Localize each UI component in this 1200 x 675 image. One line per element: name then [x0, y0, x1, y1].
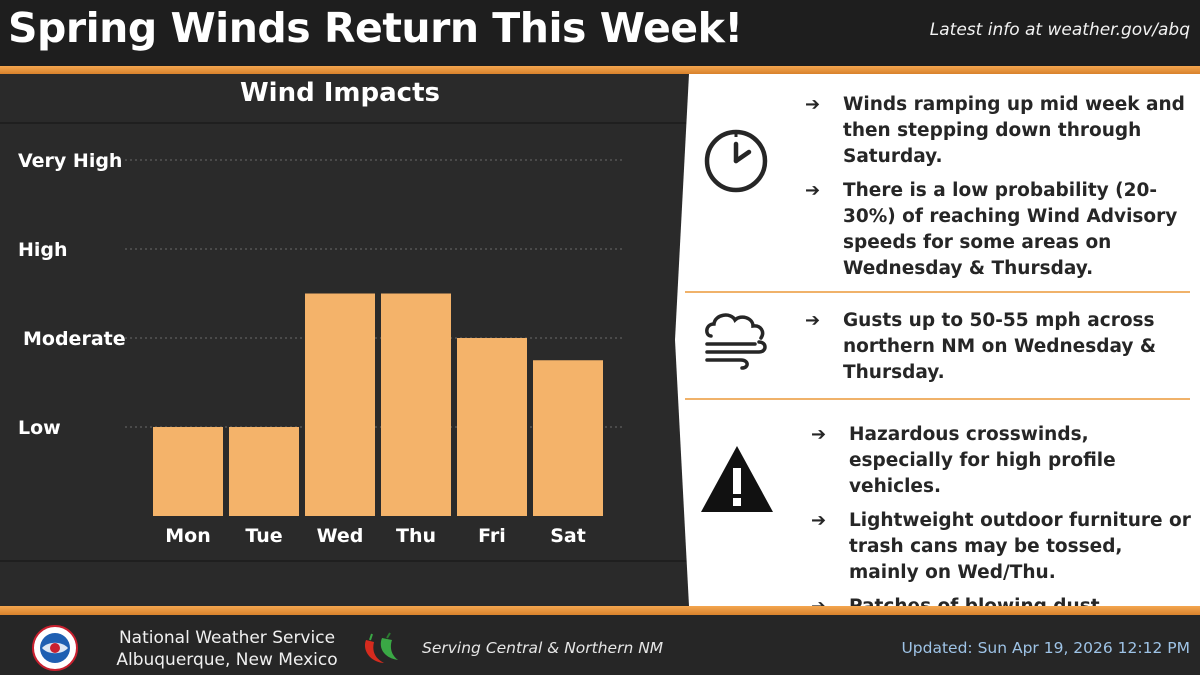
bullet-item: ➔ There is a low probability (20-30%) of … — [805, 180, 1178, 279]
clock-icon — [703, 128, 769, 194]
office-line-2: Albuquerque, New Mexico — [116, 650, 338, 670]
section-divider — [685, 398, 1190, 400]
chart-title: Wind Impacts — [239, 78, 440, 108]
bar-mon — [153, 427, 223, 516]
info-panel: ➔ Winds ramping up mid week and then step… — [675, 74, 1200, 606]
arrow-icon: ➔ — [805, 180, 821, 201]
updated-timestamp: Updated: Sun Apr 19, 2026 12:12 PM — [901, 639, 1190, 657]
nws-logo — [32, 625, 78, 671]
bar-thu — [381, 293, 451, 516]
bullet-item: ➔ Hazardous crosswinds, especially for hi… — [811, 424, 1116, 497]
section-1-bullets: ➔ Winds ramping up mid week and then step… — [805, 92, 1185, 290]
bullet-item: ➔ Lightweight outdoor furniture or trash … — [811, 510, 1191, 583]
bullet-item: ➔ Winds ramping up mid week and then step… — [805, 94, 1185, 167]
x-tick-label: Fri — [478, 525, 506, 547]
bar-tue — [229, 427, 299, 516]
footer-bar: National Weather Service Albuquerque, Ne… — [0, 615, 1200, 675]
x-tick-label: Mon — [165, 525, 211, 547]
y-level-label: Moderate — [23, 328, 126, 350]
bar-fri — [457, 338, 527, 516]
arrow-icon: ➔ — [811, 424, 827, 445]
section-3-bullets: ➔ Hazardous crosswinds, especially for hi… — [811, 422, 1191, 606]
bar-wed — [305, 293, 375, 516]
chile-pepper-icon — [360, 632, 404, 666]
wind-cloud-icon — [701, 310, 771, 372]
warning-icon — [699, 444, 775, 514]
arrow-icon: ➔ — [805, 94, 821, 115]
arrow-icon: ➔ — [811, 510, 827, 531]
x-tick-label: Sat — [550, 525, 586, 547]
wind-impacts-chart: Low Moderate High Very High Mon Tue Wed Thu Fri S… — [18, 150, 622, 547]
y-level-label: Very High — [18, 150, 122, 172]
accent-bar-top — [0, 66, 1200, 74]
x-tick-label: Thu — [396, 525, 436, 547]
accent-bar-bottom — [0, 606, 1200, 615]
arrow-icon: ➔ — [811, 594, 826, 606]
header-bar: Spring Winds Return This Week! Latest in… — [0, 0, 1200, 66]
bar-sat — [533, 360, 603, 516]
section-divider — [685, 291, 1190, 293]
bullet-item: ➔ Gusts up to 50-55 mph across northern N… — [805, 310, 1157, 383]
bullet-item: ➔Patches of blowing dust Wed/Thu. — [811, 594, 1191, 606]
page-title: Spring Winds Return This Week! — [8, 4, 743, 52]
office-name: National Weather Service Albuquerque, Ne… — [102, 627, 352, 671]
arrow-icon: ➔ — [805, 310, 821, 331]
x-tick-label: Tue — [245, 525, 282, 547]
latest-info-link[interactable]: Latest info at weather.gov/abq — [929, 20, 1190, 40]
serving-area-text: Serving Central & Northern NM — [422, 639, 664, 657]
y-level-label: Low — [18, 417, 61, 439]
chart-title-divider — [0, 122, 690, 124]
office-line-1: National Weather Service — [118, 628, 336, 648]
y-level-label: High — [18, 239, 68, 261]
section-2-bullets: ➔ Gusts up to 50-55 mph across northern N… — [805, 308, 1185, 394]
chart-bottom-divider — [0, 560, 690, 562]
x-tick-label: Wed — [317, 525, 364, 547]
